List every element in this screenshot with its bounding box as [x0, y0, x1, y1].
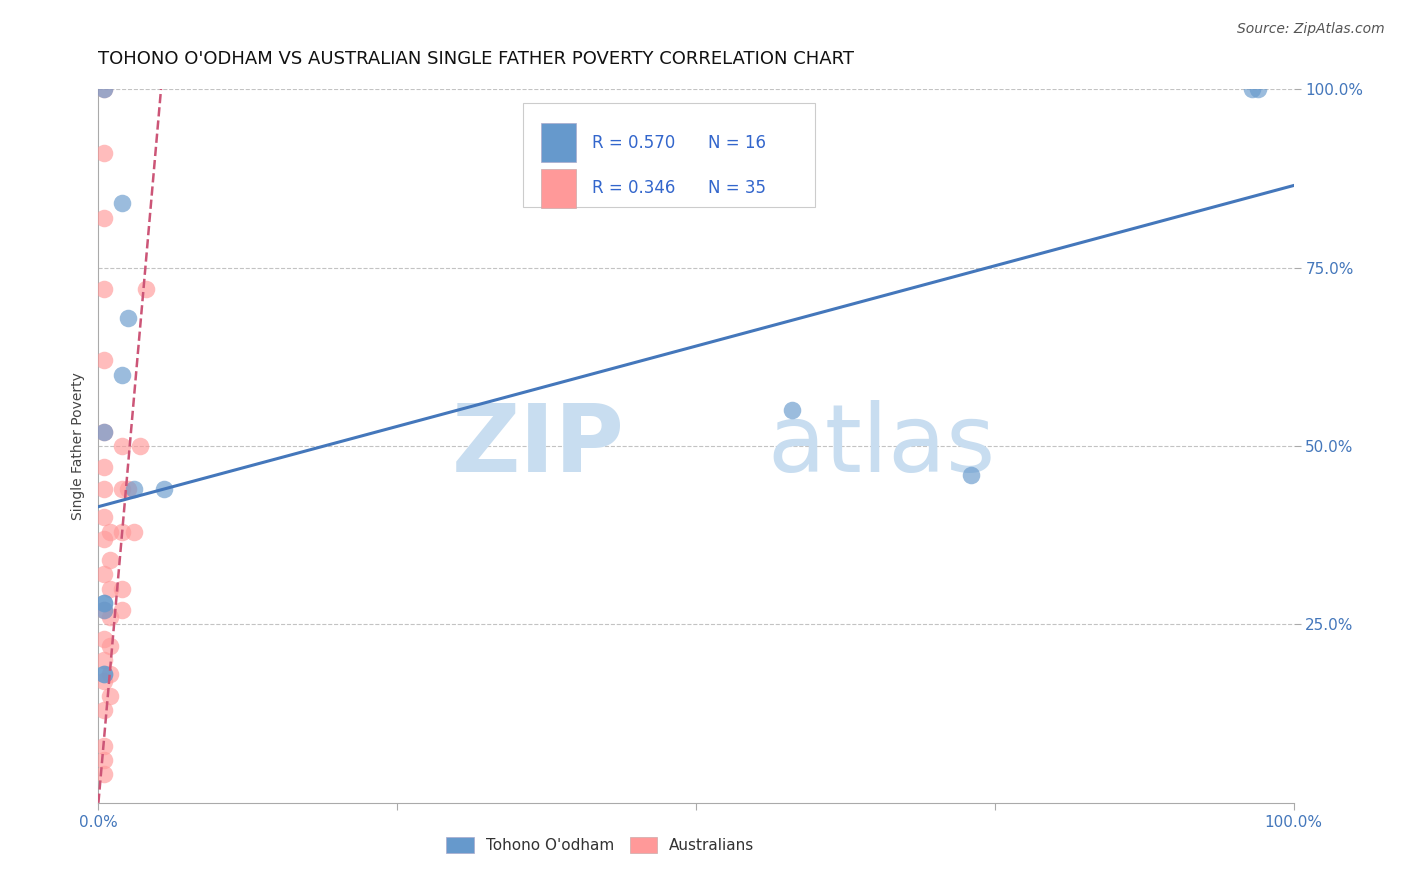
- Point: [1247, 82, 1270, 96]
- Point: [98, 667, 122, 681]
- Point: [111, 196, 134, 211]
- Point: [111, 482, 134, 496]
- Y-axis label: Single Father Poverty: Single Father Poverty: [72, 372, 86, 520]
- Text: Source: ZipAtlas.com: Source: ZipAtlas.com: [1237, 22, 1385, 37]
- Point: [98, 524, 122, 539]
- Point: [780, 403, 803, 417]
- Point: [117, 482, 139, 496]
- Point: [93, 510, 115, 524]
- Point: [98, 582, 122, 596]
- Point: [111, 439, 134, 453]
- Point: [93, 211, 115, 225]
- Text: atlas: atlas: [768, 400, 995, 492]
- Point: [111, 603, 134, 617]
- Point: [93, 532, 115, 546]
- Bar: [541, 169, 576, 208]
- Point: [98, 639, 122, 653]
- Point: [93, 767, 115, 781]
- Point: [93, 753, 115, 767]
- Text: TOHONO O'ODHAM VS AUSTRALIAN SINGLE FATHER POVERTY CORRELATION CHART: TOHONO O'ODHAM VS AUSTRALIAN SINGLE FATH…: [98, 50, 855, 68]
- Text: R = 0.570: R = 0.570: [592, 134, 675, 152]
- Legend: Tohono O'odham, Australians: Tohono O'odham, Australians: [440, 831, 761, 859]
- Point: [93, 603, 115, 617]
- Point: [98, 610, 122, 624]
- Point: [98, 689, 122, 703]
- Point: [93, 567, 115, 582]
- Point: [93, 353, 115, 368]
- Text: ZIP: ZIP: [451, 400, 624, 492]
- Point: [93, 82, 115, 96]
- FancyBboxPatch shape: [523, 103, 815, 207]
- Bar: [541, 123, 576, 162]
- Point: [960, 467, 983, 482]
- Point: [153, 482, 176, 496]
- Point: [93, 146, 115, 161]
- Text: N = 35: N = 35: [709, 179, 766, 197]
- Point: [111, 524, 134, 539]
- Point: [93, 282, 115, 296]
- Point: [111, 368, 134, 382]
- Text: N = 16: N = 16: [709, 134, 766, 152]
- Text: R = 0.346: R = 0.346: [592, 179, 675, 197]
- Point: [93, 674, 115, 689]
- Point: [93, 596, 115, 610]
- Point: [124, 482, 146, 496]
- Point: [93, 667, 115, 681]
- Point: [93, 425, 115, 439]
- Point: [117, 310, 139, 325]
- Point: [93, 425, 115, 439]
- Point: [1240, 82, 1263, 96]
- Point: [93, 653, 115, 667]
- Point: [93, 667, 115, 681]
- Point: [93, 739, 115, 753]
- Point: [93, 460, 115, 475]
- Point: [93, 632, 115, 646]
- Point: [124, 524, 146, 539]
- Point: [135, 282, 157, 296]
- Point: [93, 596, 115, 610]
- Point: [111, 582, 134, 596]
- Point: [93, 482, 115, 496]
- Point: [93, 603, 115, 617]
- Point: [93, 703, 115, 717]
- Point: [98, 553, 122, 567]
- Point: [93, 82, 115, 96]
- Point: [129, 439, 152, 453]
